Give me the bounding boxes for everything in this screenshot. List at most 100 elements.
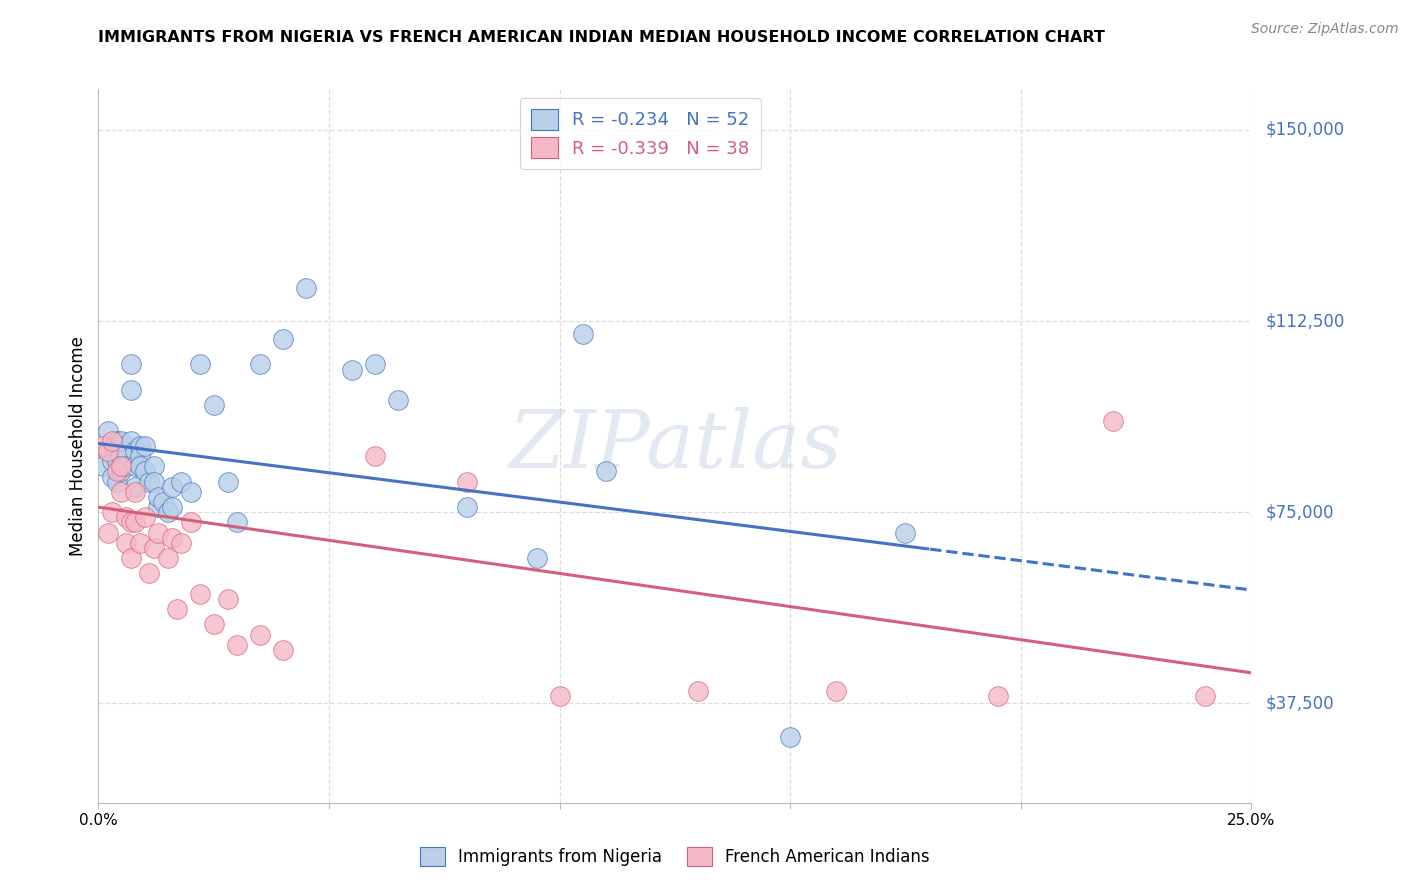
- Point: [129, 536, 152, 550]
- Point: [825, 683, 848, 698]
- Point: [134, 439, 156, 453]
- Point: [152, 495, 174, 509]
- Point: [249, 358, 271, 372]
- Point: [364, 358, 387, 372]
- Point: [595, 465, 617, 479]
- Point: [340, 362, 363, 376]
- Point: [202, 398, 225, 412]
- Point: [548, 689, 571, 703]
- Point: [105, 475, 128, 489]
- Point: [138, 475, 160, 489]
- Point: [166, 602, 188, 616]
- Point: [101, 469, 124, 483]
- Point: [124, 484, 146, 499]
- Point: [148, 525, 170, 540]
- Point: [101, 505, 124, 519]
- Point: [202, 617, 225, 632]
- Point: [225, 638, 247, 652]
- Point: [138, 566, 160, 581]
- Legend: R = -0.234   N = 52, R = -0.339   N = 38: R = -0.234 N = 52, R = -0.339 N = 38: [520, 98, 761, 169]
- Point: [120, 434, 142, 448]
- Point: [115, 536, 138, 550]
- Point: [124, 444, 146, 458]
- Point: [105, 434, 128, 448]
- Point: [91, 439, 114, 453]
- Point: [142, 475, 165, 489]
- Point: [686, 683, 709, 698]
- Point: [101, 454, 124, 468]
- Legend: Immigrants from Nigeria, French American Indians: Immigrants from Nigeria, French American…: [412, 838, 938, 875]
- Point: [101, 434, 124, 448]
- Point: [271, 643, 294, 657]
- Point: [894, 525, 917, 540]
- Point: [97, 525, 120, 540]
- Point: [779, 730, 801, 744]
- Text: ZIPatlas: ZIPatlas: [508, 408, 842, 484]
- Point: [180, 484, 202, 499]
- Point: [1194, 689, 1216, 703]
- Point: [120, 516, 142, 530]
- Point: [364, 449, 387, 463]
- Point: [1102, 413, 1125, 427]
- Point: [456, 500, 478, 515]
- Point: [156, 505, 179, 519]
- Point: [387, 393, 409, 408]
- Text: Source: ZipAtlas.com: Source: ZipAtlas.com: [1251, 22, 1399, 37]
- Point: [271, 332, 294, 346]
- Point: [110, 459, 132, 474]
- Point: [129, 459, 152, 474]
- Point: [124, 480, 146, 494]
- Point: [97, 444, 120, 458]
- Point: [105, 465, 128, 479]
- Point: [110, 449, 132, 463]
- Point: [526, 551, 548, 566]
- Point: [105, 454, 128, 468]
- Point: [160, 531, 183, 545]
- Point: [249, 627, 271, 641]
- Text: $112,500: $112,500: [1265, 312, 1344, 330]
- Point: [160, 500, 183, 515]
- Point: [115, 459, 138, 474]
- Point: [148, 500, 170, 515]
- Point: [110, 434, 132, 448]
- Text: $37,500: $37,500: [1265, 694, 1334, 713]
- Text: $150,000: $150,000: [1265, 121, 1344, 139]
- Point: [295, 281, 318, 295]
- Point: [160, 480, 183, 494]
- Point: [217, 591, 239, 606]
- Point: [571, 326, 593, 341]
- Point: [129, 439, 152, 453]
- Point: [120, 358, 142, 372]
- Point: [225, 516, 247, 530]
- Point: [97, 424, 120, 438]
- Point: [134, 465, 156, 479]
- Text: $75,000: $75,000: [1265, 503, 1334, 521]
- Point: [134, 510, 156, 524]
- Point: [97, 444, 120, 458]
- Y-axis label: Median Household Income: Median Household Income: [69, 336, 87, 556]
- Point: [110, 484, 132, 499]
- Point: [456, 475, 478, 489]
- Point: [115, 510, 138, 524]
- Point: [188, 587, 211, 601]
- Point: [180, 516, 202, 530]
- Text: IMMIGRANTS FROM NIGERIA VS FRENCH AMERICAN INDIAN MEDIAN HOUSEHOLD INCOME CORREL: IMMIGRANTS FROM NIGERIA VS FRENCH AMERIC…: [98, 29, 1105, 45]
- Point: [129, 449, 152, 463]
- Point: [156, 551, 179, 566]
- Point: [91, 459, 114, 474]
- Point: [120, 383, 142, 397]
- Point: [120, 551, 142, 566]
- Point: [188, 358, 211, 372]
- Point: [142, 459, 165, 474]
- Point: [217, 475, 239, 489]
- Point: [170, 536, 193, 550]
- Point: [115, 444, 138, 458]
- Point: [101, 439, 124, 453]
- Point: [987, 689, 1010, 703]
- Point: [142, 541, 165, 555]
- Point: [110, 465, 132, 479]
- Point: [170, 475, 193, 489]
- Point: [124, 459, 146, 474]
- Point: [124, 516, 146, 530]
- Point: [148, 490, 170, 504]
